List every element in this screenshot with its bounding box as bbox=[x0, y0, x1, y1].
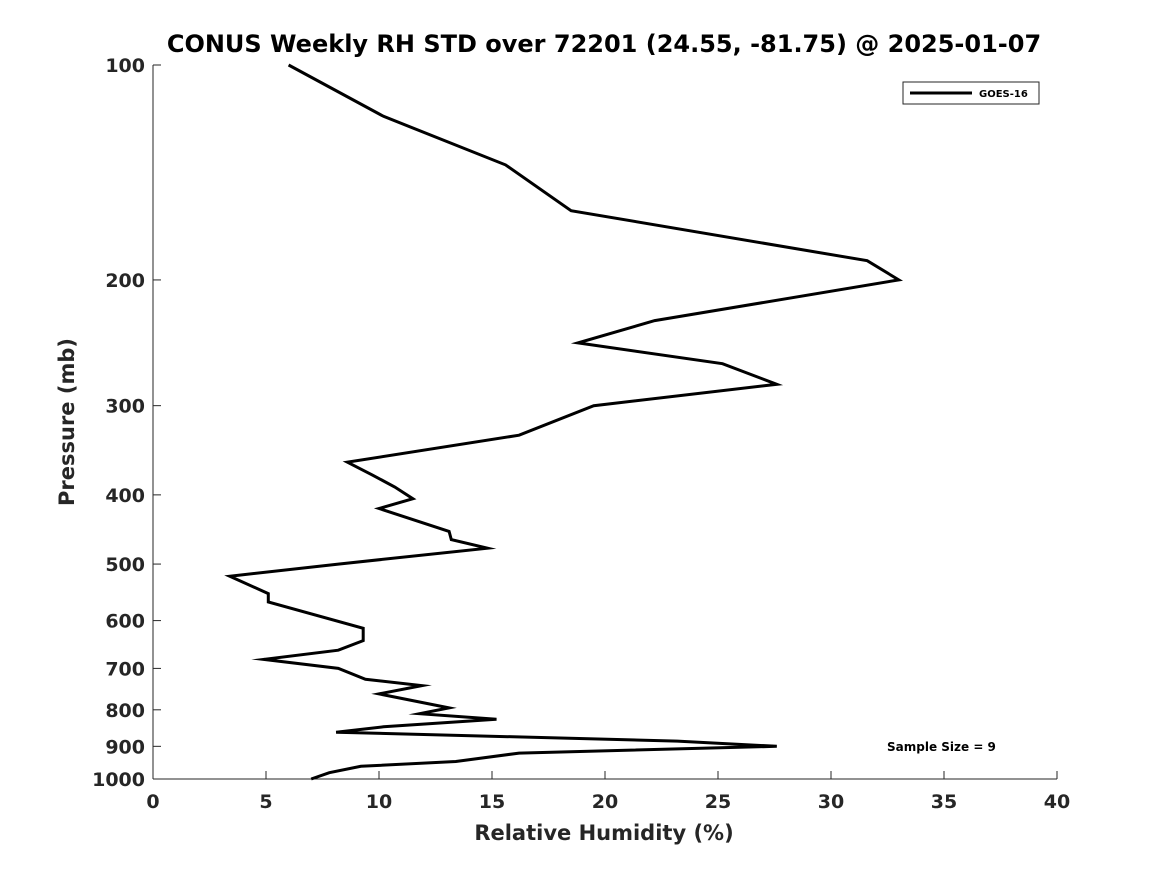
x-tick-label: 20 bbox=[592, 791, 618, 813]
y-tick-label: 100 bbox=[105, 55, 145, 77]
y-tick-label: 600 bbox=[105, 611, 145, 633]
series-layer bbox=[224, 63, 904, 781]
y-tick-label: 1000 bbox=[92, 769, 145, 791]
x-tick-label: 15 bbox=[479, 791, 505, 813]
y-tick-label: 200 bbox=[105, 270, 145, 292]
y-axis-ticks: 100 200 300 400 500 600 700 800 900 1000 bbox=[92, 55, 161, 791]
y-tick-label: 300 bbox=[105, 396, 145, 418]
x-tick-label: 5 bbox=[259, 791, 272, 813]
x-axis-ticks: 0 5 10 15 20 25 30 35 40 bbox=[146, 771, 1070, 813]
y-axis-label: Pressure (mb) bbox=[55, 338, 79, 506]
sample-size-annotation: Sample Size = 9 bbox=[887, 740, 996, 754]
legend: GOES-16 bbox=[902, 81, 1040, 105]
legend-label-goes-16: GOES-16 bbox=[979, 89, 1028, 100]
y-tick-label: 400 bbox=[105, 485, 145, 507]
x-tick-label: 0 bbox=[146, 791, 159, 813]
y-tick-label: 900 bbox=[105, 736, 145, 758]
plot-area bbox=[152, 65, 1057, 780]
x-axis-label: Relative Humidity (%) bbox=[474, 821, 733, 845]
x-tick-label: 35 bbox=[931, 791, 957, 813]
chart-title: CONUS Weekly RH STD over 72201 (24.55, -… bbox=[167, 30, 1041, 58]
y-tick-label: 500 bbox=[105, 554, 145, 576]
y-tick-label: 800 bbox=[105, 700, 145, 722]
x-tick-label: 25 bbox=[705, 791, 731, 813]
series-line-goes-16 bbox=[224, 63, 904, 781]
x-tick-label: 30 bbox=[818, 791, 844, 813]
y-tick-label: 700 bbox=[105, 658, 145, 680]
x-tick-label: 40 bbox=[1044, 791, 1070, 813]
x-tick-label: 10 bbox=[366, 791, 392, 813]
plot-background bbox=[153, 65, 1057, 779]
